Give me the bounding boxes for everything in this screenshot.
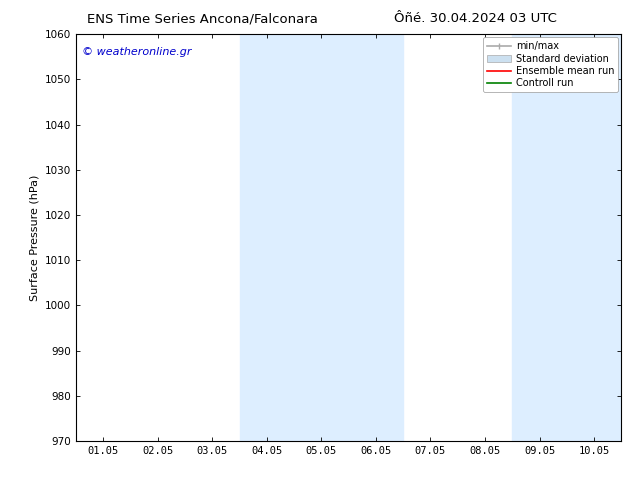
Legend: min/max, Standard deviation, Ensemble mean run, Controll run: min/max, Standard deviation, Ensemble me… [483,37,618,92]
Text: Ôñé. 30.04.2024 03 UTC: Ôñé. 30.04.2024 03 UTC [394,12,557,25]
Text: ENS Time Series Ancona/Falconara: ENS Time Series Ancona/Falconara [87,12,318,25]
Bar [512,34,621,441]
Y-axis label: Surface Pressure (hPa): Surface Pressure (hPa) [29,174,39,301]
Text: © weatheronline.gr: © weatheronline.gr [82,47,191,56]
Bar [240,34,403,441]
